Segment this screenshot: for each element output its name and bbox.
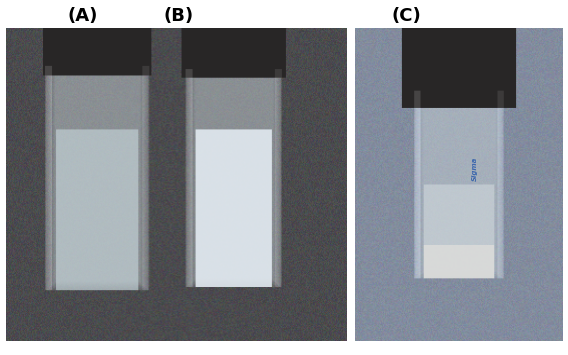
Text: (C): (C) xyxy=(391,7,421,25)
Text: (A): (A) xyxy=(67,7,98,25)
Text: Sigma: Sigma xyxy=(472,157,478,181)
Text: (B): (B) xyxy=(164,7,194,25)
